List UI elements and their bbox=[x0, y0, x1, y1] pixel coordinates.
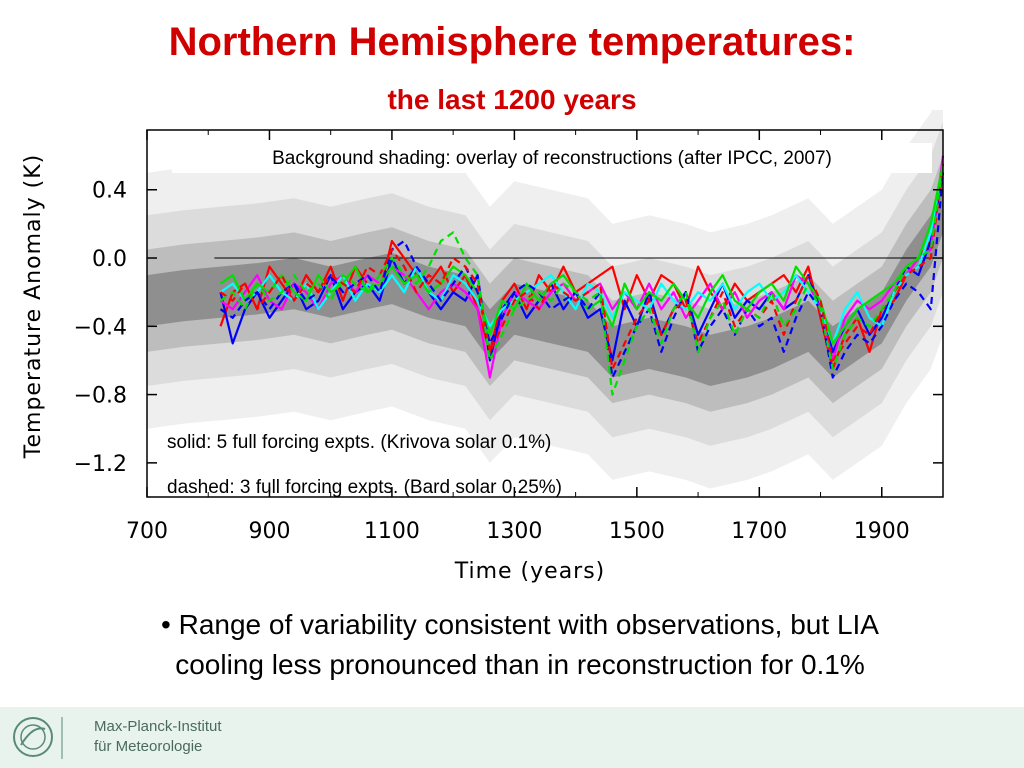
y-tick-label-3: −0.8 bbox=[74, 384, 127, 409]
x-tick-label-5: 1700 bbox=[731, 519, 787, 544]
footer-bar: Max-Planck-Institut für Meteorologie bbox=[0, 707, 1024, 768]
solid-note: solid: 5 full forcing expts. (Krivova so… bbox=[167, 432, 551, 453]
axes: 700 900 1100 1300 1500 1700 1900 0.4 0.0 −0.4 −0.8… bbox=[74, 130, 944, 544]
x-tick-label-0: 700 bbox=[126, 519, 168, 544]
bullet-line-2: cooling less pronounced than in reconstr… bbox=[175, 649, 865, 680]
x-tick-label-4: 1500 bbox=[609, 519, 665, 544]
dashed-note: dashed: 3 full forcing expts. (Bard sola… bbox=[167, 477, 562, 498]
shading-band-3 bbox=[147, 181, 943, 386]
y-tick-label-2: −0.4 bbox=[74, 315, 127, 340]
y-tick-label-4: −1.2 bbox=[74, 452, 127, 477]
series-line-7 bbox=[219, 163, 945, 396]
shading-note-bg bbox=[172, 143, 932, 173]
series-lines bbox=[219, 155, 945, 396]
bullet-point: • Range of variability consistent with o… bbox=[60, 605, 980, 685]
logo-line-2: für Meteorologie bbox=[94, 738, 203, 755]
shading-note: Background shading: overlay of reconstru… bbox=[272, 148, 832, 169]
slide-title: Northern Hemisphere temperatures: bbox=[168, 20, 856, 64]
x-axis-label: Time (years) bbox=[454, 559, 606, 584]
logo-line-1: Max-Planck-Institut bbox=[94, 718, 222, 735]
mpi-logo-icon bbox=[13, 717, 63, 759]
slide-subtitle: the last 1200 years bbox=[387, 84, 637, 115]
temperature-chart: 700 900 1100 1300 1500 1700 1900 0.4 0.0 −0.4 −0.8… bbox=[21, 110, 945, 584]
logo-text: Max-Planck-Institut für Meteorologie bbox=[94, 717, 222, 757]
x-tick-label-1: 900 bbox=[248, 519, 290, 544]
bullet-line-1: • Range of variability consistent with o… bbox=[161, 609, 879, 640]
y-tick-label-1: 0.0 bbox=[92, 247, 127, 272]
x-tick-label-3: 1300 bbox=[486, 519, 542, 544]
y-axis-label: Temperature Anomaly (K) bbox=[21, 154, 46, 459]
y-tick-label-0: 0.4 bbox=[92, 179, 127, 204]
x-tick-label-2: 1100 bbox=[364, 519, 420, 544]
plot-frame bbox=[146, 129, 944, 498]
x-tick-label-6: 1900 bbox=[854, 519, 910, 544]
series-line-6 bbox=[219, 163, 945, 371]
series-line-0 bbox=[219, 172, 945, 371]
